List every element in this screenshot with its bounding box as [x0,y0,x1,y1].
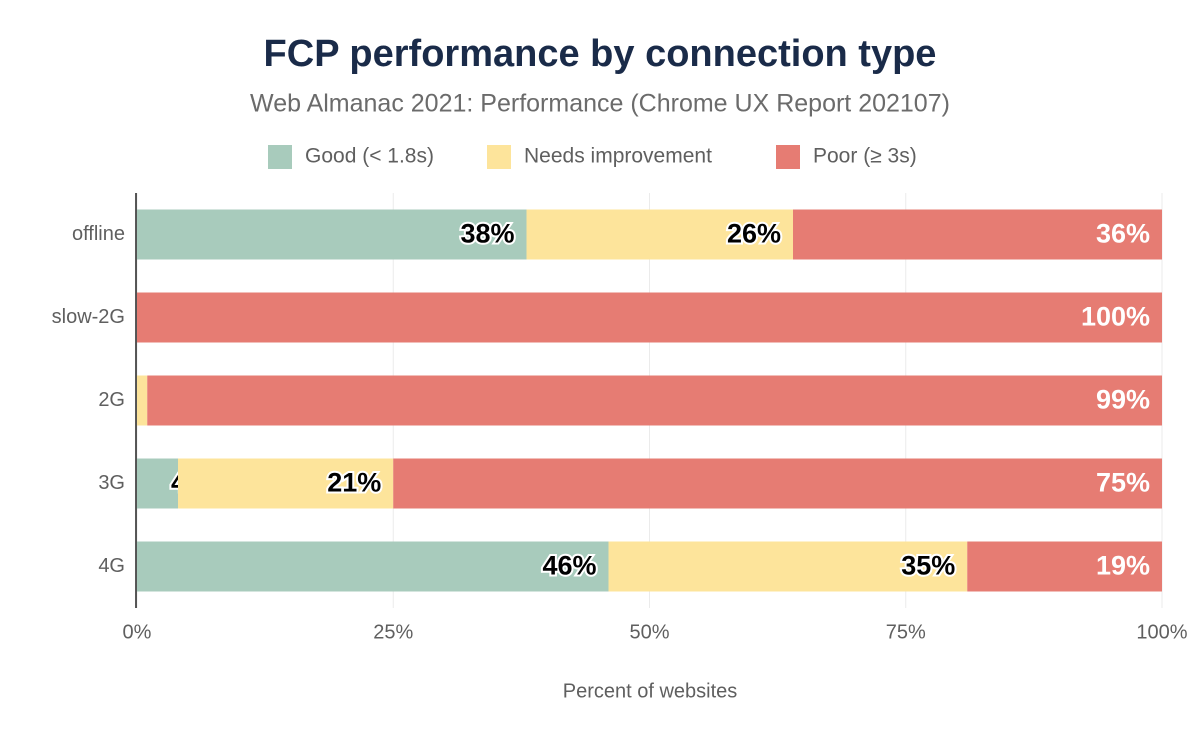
legend-label: Good (< 1.8s) [305,145,434,168]
y-tick-label: 3G [98,472,125,494]
value-label: 100% [1081,302,1150,332]
bar-segment [393,458,1162,509]
bar-segment [526,209,793,260]
y-tick-label: 2G [98,389,125,411]
x-tick-label: 50% [629,621,669,643]
x-tick-label: 100% [1136,621,1187,643]
y-tick-label: offline [72,223,125,245]
legend-swatch [268,145,292,169]
chart-title: FCP performance by connection type [264,33,937,75]
bar-segment [137,375,148,426]
legend-label: Needs improvement [524,145,712,168]
legend-swatch [776,145,800,169]
bar-segment [178,458,394,509]
legend-swatch [487,145,511,169]
bar-segment [137,458,178,509]
x-tick-label: 75% [886,621,926,643]
value-label: 26% [727,219,781,249]
bar-segment [147,375,1162,426]
value-label: 19% [1096,551,1150,581]
x-axis-label: Percent of websites [563,680,738,702]
value-label: 36% [1096,219,1150,249]
bar-segment [793,209,1162,260]
bar-segment [137,292,1162,343]
x-tick-label: 0% [123,621,152,643]
value-label: 35% [901,551,955,581]
value-label: 75% [1096,468,1150,498]
chart-subtitle: Web Almanac 2021: Performance (Chrome UX… [250,90,950,118]
value-label: 38% [460,219,514,249]
y-tick-label: slow-2G [52,306,125,328]
legend-label: Poor (≥ 3s) [813,145,917,168]
value-label: 21% [327,468,381,498]
value-label: 46% [542,551,596,581]
y-tick-label: 4G [98,555,125,577]
bar-segment [608,541,968,592]
bar-segment [137,209,527,260]
bar-segment [137,541,609,592]
bar-segment [967,541,1162,592]
x-tick-label: 25% [373,621,413,643]
value-label: 99% [1096,385,1150,415]
